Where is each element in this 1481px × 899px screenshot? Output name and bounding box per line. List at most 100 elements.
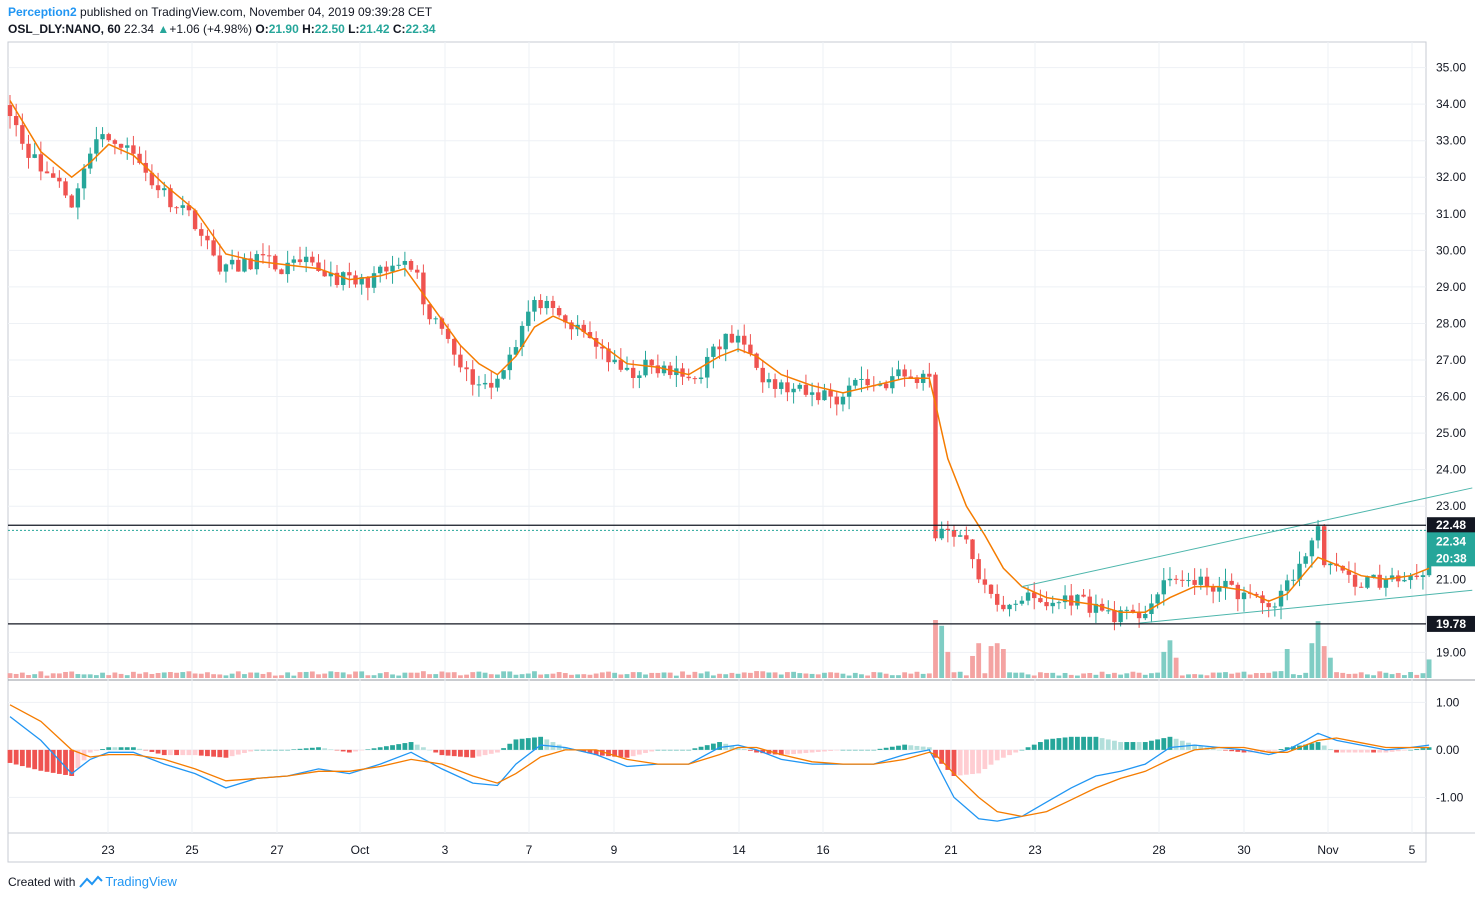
candle-body bbox=[310, 256, 315, 263]
volume-bar bbox=[556, 672, 562, 678]
candle-body bbox=[692, 378, 698, 380]
macd-histogram-bar bbox=[235, 749, 241, 755]
macd-histogram-bar bbox=[1383, 749, 1389, 753]
candle-body bbox=[1143, 614, 1148, 619]
volume-bar bbox=[1099, 671, 1105, 678]
candle-body bbox=[748, 344, 753, 354]
candle-body bbox=[390, 265, 395, 272]
macd-histogram-bar bbox=[618, 749, 624, 758]
candle-body bbox=[359, 277, 364, 285]
macd-histogram-bar bbox=[254, 749, 260, 751]
candle-body bbox=[766, 379, 772, 383]
candle-body bbox=[717, 346, 722, 350]
volume-bar bbox=[1315, 621, 1321, 678]
macd-signal-line bbox=[9, 704, 1430, 818]
volume-bar bbox=[760, 671, 766, 678]
macd-histogram-bar bbox=[624, 749, 630, 758]
price-tick-label: 24.00 bbox=[1436, 463, 1466, 477]
high-label: H: bbox=[302, 22, 315, 36]
candle-body bbox=[371, 273, 377, 288]
candle-body bbox=[1241, 592, 1247, 600]
volume-bar bbox=[612, 672, 618, 678]
macd-histogram-bar bbox=[1210, 748, 1216, 750]
macd-histogram-bar bbox=[1365, 749, 1370, 753]
volume-bar bbox=[266, 672, 272, 678]
macd-histogram-bar bbox=[1118, 742, 1123, 750]
candle-body bbox=[1038, 598, 1043, 603]
level-label: 22.48 bbox=[1436, 518, 1466, 532]
volume-bar bbox=[1130, 671, 1136, 678]
candle-body bbox=[643, 359, 648, 376]
candle-body bbox=[760, 367, 765, 383]
candle-body bbox=[964, 535, 969, 540]
macd-histogram-bar bbox=[599, 749, 605, 756]
macd-histogram-bar bbox=[852, 749, 858, 751]
candle-body bbox=[1007, 604, 1012, 610]
macd-histogram-bar bbox=[1402, 749, 1407, 751]
macd-histogram-bar bbox=[390, 745, 395, 750]
volume-bar bbox=[1235, 672, 1241, 678]
candle-body bbox=[883, 383, 889, 389]
macd-histogram-bar bbox=[908, 745, 914, 750]
volume-bar bbox=[957, 671, 963, 678]
publish-info: Perception2 published on TradingView.com… bbox=[8, 5, 432, 19]
volume-bar bbox=[470, 672, 476, 678]
volume-bar bbox=[859, 674, 864, 678]
volume-bar bbox=[643, 674, 648, 678]
macd-histogram-bar bbox=[1037, 742, 1043, 750]
candle-body bbox=[1106, 610, 1111, 612]
macd-histogram-bar bbox=[501, 748, 506, 750]
volume-bar bbox=[741, 672, 747, 678]
candle-body bbox=[618, 359, 624, 370]
candle-body bbox=[754, 353, 759, 368]
macd-histogram-bar bbox=[982, 749, 988, 770]
candle-body bbox=[340, 272, 346, 285]
volume-bar bbox=[19, 672, 25, 678]
candle-body bbox=[1229, 580, 1234, 585]
candle-body bbox=[26, 143, 31, 158]
macd-histogram-bar bbox=[346, 749, 352, 753]
author-name[interactable]: Perception2 bbox=[8, 5, 77, 19]
volume-bar bbox=[420, 671, 426, 678]
macd-histogram-bar bbox=[840, 749, 846, 751]
volume-bar bbox=[272, 675, 278, 678]
price-tick-label: 28.00 bbox=[1436, 316, 1466, 330]
candle-body bbox=[303, 256, 309, 263]
macd-histogram-bar bbox=[1081, 736, 1086, 750]
candle-body bbox=[1365, 577, 1370, 588]
countdown-label: 20:38 bbox=[1436, 551, 1467, 565]
candle-body bbox=[1359, 586, 1364, 588]
volume-bar bbox=[606, 671, 611, 678]
candle-body bbox=[927, 373, 932, 377]
volume-bar bbox=[131, 671, 136, 678]
candle-body bbox=[532, 300, 537, 312]
macd-histogram-bar bbox=[1216, 749, 1222, 751]
volume-bar bbox=[1420, 673, 1426, 678]
candle-body bbox=[291, 259, 297, 263]
candle-body bbox=[421, 272, 426, 305]
volume-bar bbox=[772, 672, 778, 678]
candle-body bbox=[1204, 576, 1210, 587]
volume-bar bbox=[889, 675, 895, 678]
candle-body bbox=[322, 270, 327, 277]
candle-body bbox=[569, 322, 574, 330]
candle-body bbox=[415, 269, 420, 273]
macd-histogram-bar bbox=[667, 749, 673, 751]
tradingview-brand[interactable]: TradingView bbox=[105, 874, 177, 889]
volume-bar bbox=[1050, 672, 1056, 678]
volume-bar bbox=[550, 673, 556, 678]
macd-histogram-bar bbox=[131, 747, 136, 750]
macd-histogram-bar bbox=[748, 749, 753, 751]
candle-body bbox=[476, 384, 482, 386]
macd-histogram-bar bbox=[420, 747, 426, 750]
macd-histogram-bar bbox=[822, 749, 827, 752]
volume-bar bbox=[1253, 673, 1259, 678]
candle-body bbox=[384, 266, 389, 272]
time-tick-label: 9 bbox=[611, 843, 618, 857]
macd-histogram-bar bbox=[396, 744, 402, 750]
macd-histogram-bar bbox=[1340, 749, 1346, 753]
volume-bar bbox=[371, 675, 377, 678]
low-label: L: bbox=[348, 22, 360, 36]
candle-body bbox=[285, 262, 290, 275]
